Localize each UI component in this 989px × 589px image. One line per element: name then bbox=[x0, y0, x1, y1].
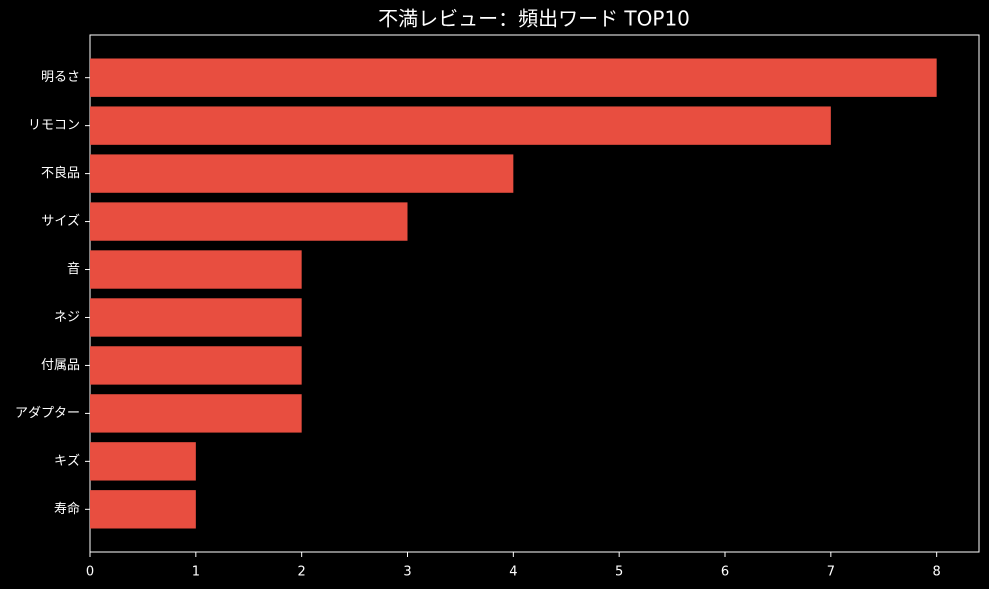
y-tick-label: キズ bbox=[54, 453, 80, 469]
x-tick-label: 2 bbox=[298, 565, 306, 580]
bar bbox=[90, 58, 937, 97]
y-tick-label: リモコン bbox=[28, 118, 80, 133]
y-tick-label: サイズ bbox=[41, 213, 80, 229]
y-tick-label: アダプター bbox=[15, 406, 80, 421]
y-tick-label: ネジ bbox=[54, 310, 80, 325]
bar bbox=[90, 442, 196, 481]
bar bbox=[90, 154, 514, 193]
x-tick-label: 0 bbox=[86, 565, 94, 580]
y-tick-label: 不良品 bbox=[41, 165, 80, 181]
x-tick-label: 8 bbox=[933, 565, 941, 580]
chart-title: 不満レビュー：頻出ワード TOP10 bbox=[378, 7, 690, 31]
y-tick-label: 音 bbox=[67, 261, 80, 277]
x-tick-label: 5 bbox=[615, 565, 623, 580]
bar bbox=[90, 106, 831, 145]
x-tick-label: 6 bbox=[721, 565, 729, 580]
bar bbox=[90, 394, 302, 433]
x-tick-label: 4 bbox=[509, 565, 517, 580]
bar bbox=[90, 490, 196, 529]
x-tick-label: 3 bbox=[403, 565, 411, 580]
x-tick-label: 1 bbox=[192, 565, 200, 580]
y-tick-label: 明るさ bbox=[41, 70, 80, 85]
bar bbox=[90, 250, 302, 289]
y-tick-label: 寿命 bbox=[54, 501, 80, 517]
plot-frame bbox=[89, 34, 980, 553]
bar bbox=[90, 202, 408, 241]
y-tick-label: 付属品 bbox=[41, 358, 80, 373]
x-tick-label: 7 bbox=[827, 565, 835, 580]
bar bbox=[90, 346, 302, 385]
bar bbox=[90, 298, 302, 337]
